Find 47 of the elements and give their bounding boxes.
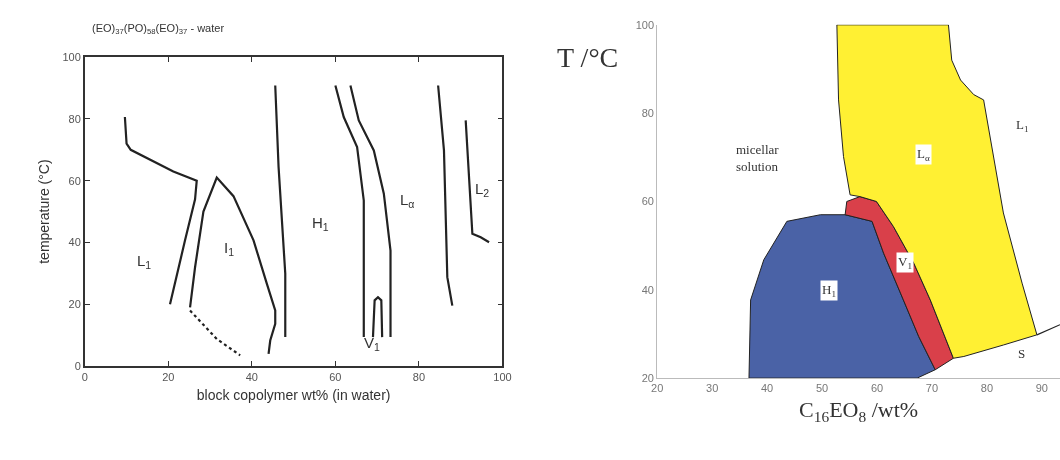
y-tick-label: 40	[68, 236, 81, 249]
y-tick-label: 80	[641, 107, 654, 120]
y-axis-title: T /°C	[557, 42, 619, 73]
chart-title: (EO)$_{37}$(PO)$_{58}$(EO)$_{37}$ - water	[92, 22, 225, 37]
line-series	[188, 176, 277, 355]
y-tick-label: 60	[641, 195, 654, 208]
y-tick-label: 0	[74, 360, 81, 373]
x-tick-label: 20	[162, 371, 175, 384]
x-axis-title: block copolymer wt% (in water)	[196, 386, 391, 403]
y-tick-label: 100	[635, 18, 654, 31]
line-series	[437, 84, 454, 307]
y-axis-title: temperature (°C)	[35, 159, 52, 264]
annotation: H$_{1}$	[312, 214, 329, 234]
x-tick-label: 60	[329, 371, 342, 384]
x-tick-label: 80	[412, 371, 426, 384]
annotation: V$_{1}$	[364, 334, 381, 354]
annotation: L$_{α}$	[917, 146, 930, 163]
x-tick-label: 90	[1035, 382, 1048, 395]
y-tick-label: 100	[62, 50, 81, 63]
x-tick-label: 70	[925, 382, 939, 395]
annotation: L$_{1}$	[1016, 117, 1029, 134]
annotation: V$_{1}$	[898, 254, 912, 271]
x-tick-label: 30	[706, 382, 719, 395]
x-tick-label: 80	[980, 382, 994, 395]
annotation: L$_{1}$	[137, 252, 152, 272]
annotation: H$_{1}$	[822, 282, 836, 299]
line-series	[274, 84, 287, 339]
x-tick-label: 40	[245, 371, 258, 384]
annotation: I$_{1}$	[224, 239, 235, 259]
y-tick-label: 20	[68, 298, 81, 311]
line-series	[349, 84, 392, 339]
y-tick-label: 80	[68, 112, 81, 125]
line-series	[334, 84, 365, 339]
x-tick-label: 50	[815, 382, 829, 395]
x-tick-label: 100	[493, 371, 512, 384]
annotation: L$_{2}$	[475, 180, 490, 200]
x-tick-label: 40	[760, 382, 774, 395]
x-tick-label: 60	[870, 382, 884, 395]
annotation: S	[1018, 346, 1026, 361]
line-series	[123, 115, 198, 306]
annotation: micellar solution	[736, 142, 780, 174]
y-tick-label: 60	[68, 174, 81, 187]
annotation: L$_{α}$	[400, 191, 415, 211]
y-tick-label: 40	[641, 283, 654, 296]
x-tick-label: 20	[651, 382, 664, 395]
x-axis-title: C$_{16}$EO$_{8}$ /wt%	[799, 397, 919, 425]
line-series	[464, 119, 491, 244]
